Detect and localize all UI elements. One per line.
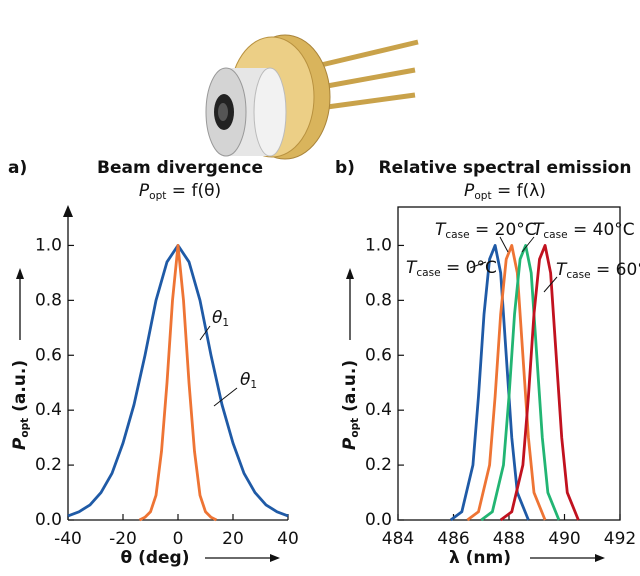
y-tick-label: 0.6 bbox=[365, 345, 392, 365]
symbol: P bbox=[340, 437, 360, 450]
text: = 0°C bbox=[441, 258, 497, 278]
line bbox=[449, 244, 530, 522]
y-axis-arrow bbox=[63, 205, 73, 217]
cap-back bbox=[253, 67, 287, 157]
chart-title: Beam divergence bbox=[97, 158, 263, 178]
panel-label: b) bbox=[335, 158, 355, 178]
subscript: 1 bbox=[250, 379, 257, 391]
annotation-leader bbox=[521, 236, 535, 253]
annotation-leader bbox=[469, 261, 487, 269]
line bbox=[499, 244, 580, 522]
text: = f(λ) bbox=[492, 181, 546, 201]
x-tick-label: 488 bbox=[493, 529, 525, 549]
y-axis-label-arrowhead bbox=[346, 268, 354, 279]
y-tick-label: 0.8 bbox=[35, 290, 62, 310]
annotation-leader bbox=[543, 276, 558, 293]
x-tick-label: 0 bbox=[173, 529, 184, 549]
x-tick-label: -40 bbox=[54, 529, 82, 549]
annotation: Tcase = 60°C bbox=[556, 260, 640, 281]
x-tick-label: 490 bbox=[548, 529, 580, 549]
x-axis-label: θ (deg) bbox=[120, 548, 189, 568]
annotation-leader bbox=[213, 387, 238, 407]
x-axis-label-arrowhead bbox=[595, 554, 605, 562]
chart-subtitle: Popt = f(θ) bbox=[139, 181, 221, 202]
annotation: Tcase = 20°C bbox=[435, 220, 537, 241]
line bbox=[466, 244, 547, 522]
annotation: Tcase = 0°C bbox=[406, 258, 497, 279]
y-tick-label: 0.6 bbox=[35, 345, 62, 365]
symbol: T bbox=[556, 260, 568, 280]
x-tick-label: 492 bbox=[604, 529, 636, 549]
y-tick-label: 0.0 bbox=[35, 510, 62, 530]
annotation-leader bbox=[199, 325, 211, 341]
y-axis-label: Popt (a.u.) bbox=[340, 360, 361, 450]
annotation: θ1 bbox=[212, 308, 229, 329]
x-tick-label: 486 bbox=[437, 529, 469, 549]
y-tick-label: 0.4 bbox=[365, 400, 392, 420]
text: = 20°C bbox=[470, 220, 537, 240]
annotation: Tcase = 40°C bbox=[533, 220, 635, 241]
chart-subtitle: Popt = f(λ) bbox=[464, 181, 546, 202]
aperture-window bbox=[218, 103, 228, 121]
y-tick-label: 1.0 bbox=[365, 235, 392, 255]
symbol: θ bbox=[212, 308, 223, 328]
chart-title: Relative spectral emission bbox=[379, 158, 632, 178]
line bbox=[480, 244, 561, 522]
y-tick-label: 0.2 bbox=[35, 455, 62, 475]
laser-diode-illustration bbox=[205, 34, 419, 160]
x-tick-label: 40 bbox=[277, 529, 299, 549]
y-tick-label: 0.0 bbox=[365, 510, 392, 530]
annotation: θ1 bbox=[240, 370, 257, 391]
subscript: opt bbox=[349, 418, 361, 438]
subscript: case bbox=[416, 267, 440, 279]
symbol: T bbox=[533, 220, 545, 240]
y-tick-label: 1.0 bbox=[35, 235, 62, 255]
subscript: opt bbox=[19, 418, 31, 438]
x-axis-label-arrowhead bbox=[270, 554, 280, 562]
subscript: opt bbox=[474, 190, 491, 202]
y-axis-label: Popt (a.u.) bbox=[10, 360, 31, 450]
y-tick-label: 0.2 bbox=[365, 455, 392, 475]
text: = 40°C bbox=[568, 220, 635, 240]
x-tick-label: 484 bbox=[382, 529, 414, 549]
x-tick-label: -20 bbox=[109, 529, 137, 549]
subscript: 1 bbox=[222, 317, 229, 329]
text: (a.u.) bbox=[340, 360, 360, 418]
x-axis-label: λ (nm) bbox=[449, 548, 511, 568]
symbol: P bbox=[139, 181, 150, 201]
x-tick-label: 20 bbox=[222, 529, 244, 549]
annotation-leader bbox=[499, 236, 509, 253]
text: = f(θ) bbox=[166, 181, 221, 201]
symbol: P bbox=[10, 437, 30, 450]
subscript: case bbox=[445, 229, 469, 241]
subscript: case bbox=[543, 229, 567, 241]
y-axis-label-arrowhead bbox=[16, 268, 24, 279]
y-tick-label: 0.4 bbox=[35, 400, 62, 420]
y-tick-label: 0.8 bbox=[365, 290, 392, 310]
subscript: case bbox=[566, 269, 590, 281]
subscript: opt bbox=[149, 190, 166, 202]
text: (a.u.) bbox=[10, 360, 30, 418]
line bbox=[138, 244, 218, 522]
text: = 60°C bbox=[591, 260, 640, 280]
symbol: T bbox=[435, 220, 447, 240]
panel-label: a) bbox=[8, 158, 27, 178]
symbol: T bbox=[406, 258, 418, 278]
symbol: P bbox=[464, 181, 475, 201]
symbol: θ bbox=[240, 370, 251, 390]
